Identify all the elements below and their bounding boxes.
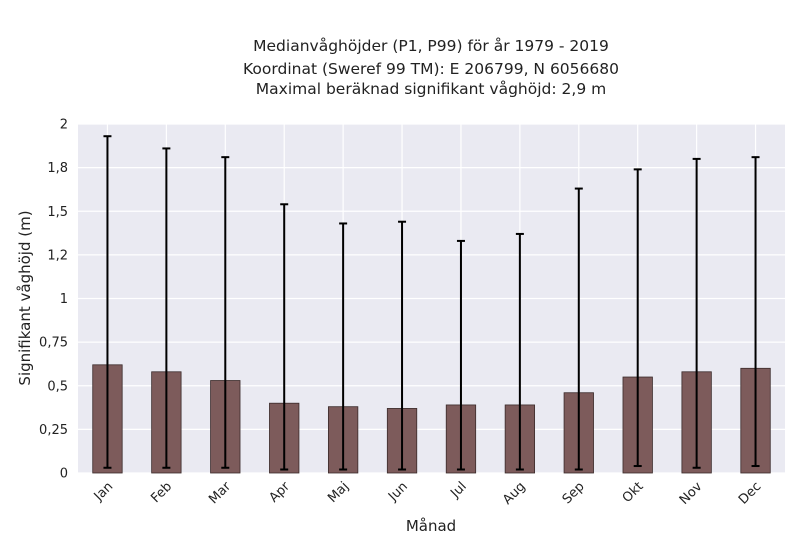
y-tick-label: 1,5 [47,205,68,220]
error-bars [103,135,760,471]
y-tick-label: 1,8 [47,161,68,176]
x-tick-label: Maj [325,479,352,506]
y-tick-label: 1,2 [47,248,68,263]
chart-title-line-3: Maximal beräknad signifikant våghöjd: 2,… [256,80,606,98]
y-tick-labels: 0 0,25 0,5 0,75 1 1,2 1,5 1,8 2 [39,118,68,482]
x-tick-label: Jan [91,479,116,504]
y-axis-label: Signifikant våghöjd (m) [16,210,34,385]
chart-title-line-2: Koordinat (Sweref 99 TM): E 206799, N 60… [243,60,619,78]
y-tick-label: 0 [60,467,68,482]
x-tick-label: Nov [677,479,706,508]
x-tick-label: Jul [447,479,469,501]
y-tick-label: 0,75 [39,336,68,351]
y-tick-label: 0,25 [39,423,68,438]
x-tick-label: Apr [267,479,294,506]
chart-title-line-1: Medianvåghöjder (P1, P99) för år 1979 - … [253,37,609,55]
x-tick-label: Dec [736,479,764,507]
x-tick-label: Jun [385,479,411,505]
y-tick-label: 2 [60,118,68,133]
y-tick-label: 0,5 [47,379,68,394]
x-axis-label: Månad [406,517,456,535]
x-tick-label: Mar [206,479,234,507]
x-tick-label: Aug [500,479,529,508]
y-tick-label: 1 [60,292,68,307]
x-tick-labels: Jan Feb Mar Apr Maj Jun Jul Aug Sep Okt Nov Dec [91,479,765,508]
x-tick-label: Sep [560,479,588,507]
x-tick-label: Feb [148,479,175,506]
x-tick-label: Okt [620,479,647,506]
